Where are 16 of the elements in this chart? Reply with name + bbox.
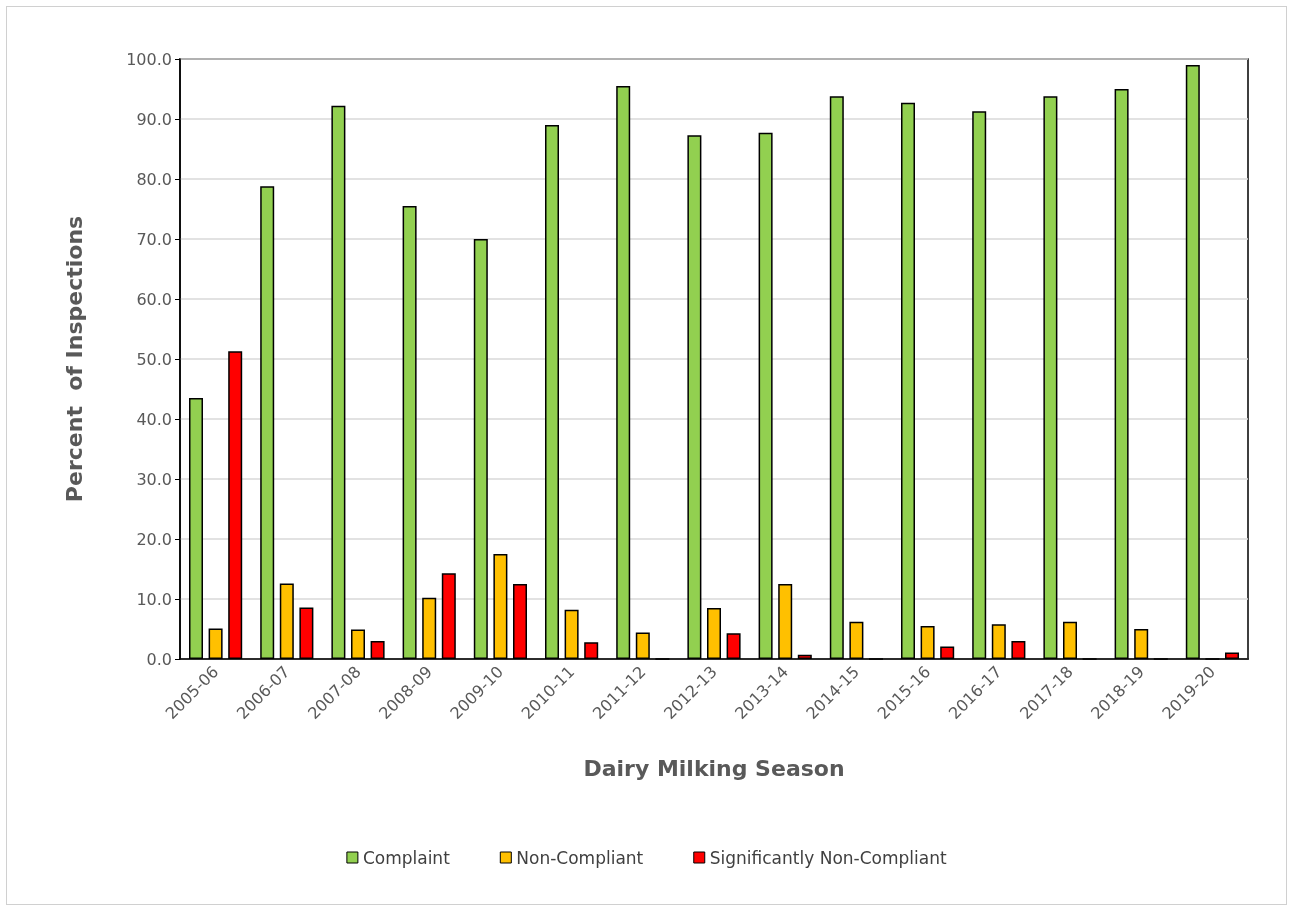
y-tick-label: 60.0 — [136, 289, 172, 309]
x-axis-title: Dairy Milking Season — [583, 755, 845, 781]
legend-label: Significantly Non-Compliant — [709, 847, 947, 868]
legend-label: Complaint — [362, 847, 451, 868]
y-tick-label: 50.0 — [136, 349, 172, 369]
y-tick-label: 0.0 — [146, 649, 172, 669]
y-tick-label: 40.0 — [136, 409, 172, 429]
y-axis-title: Percent of Inspections — [61, 215, 87, 503]
y-tick-label: 80.0 — [136, 169, 172, 189]
y-tick-label: 30.0 — [136, 469, 172, 489]
y-tick-label: 10.0 — [136, 589, 172, 609]
legend-label: Non-Compliant — [516, 847, 644, 868]
y-tick-label: 70.0 — [136, 229, 172, 249]
y-tick-label: 20.0 — [136, 529, 172, 549]
y-tick-label: 100.0 — [126, 49, 172, 69]
y-tick-label: 90.0 — [136, 109, 172, 129]
